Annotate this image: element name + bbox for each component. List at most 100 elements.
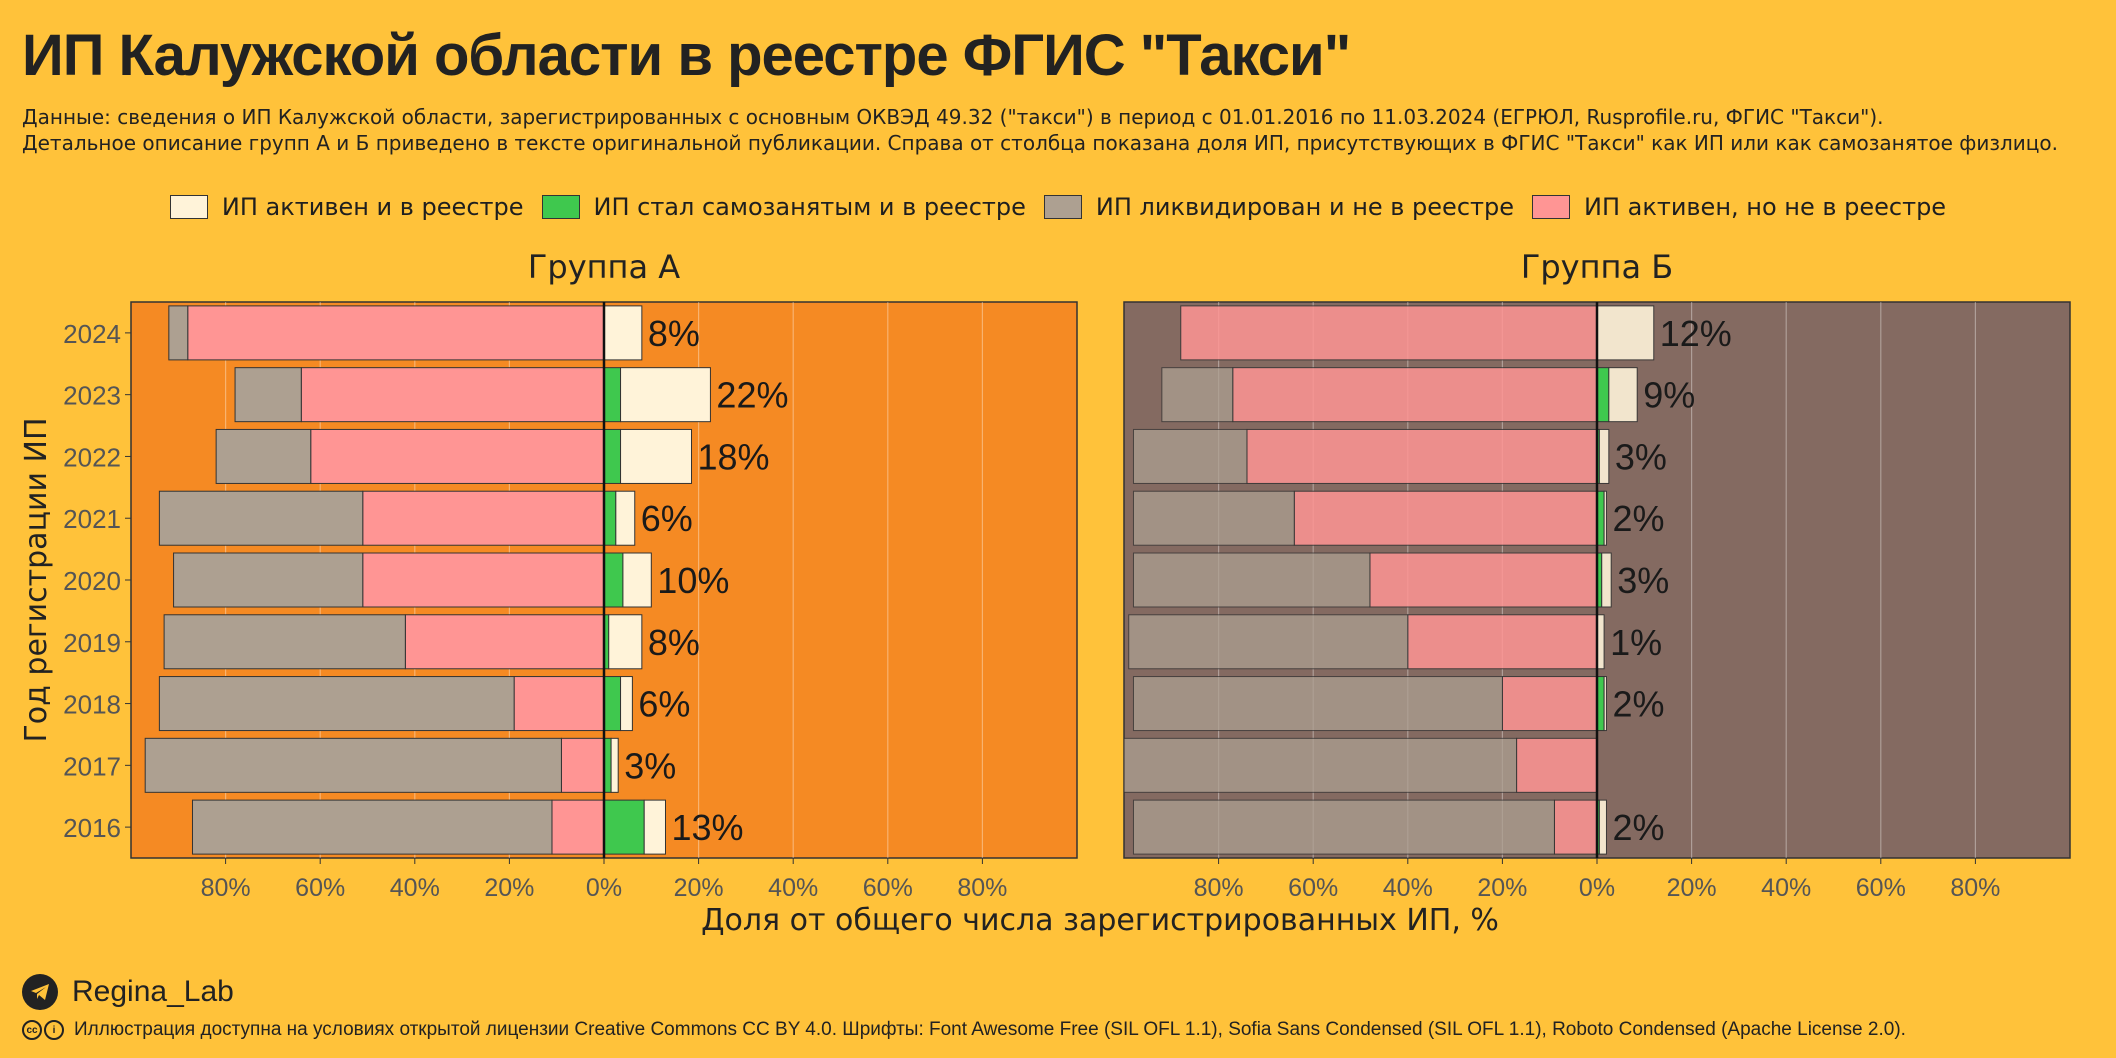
x-tick-label: 80% [201,874,251,902]
bar-active-not-in-registry [362,552,605,608]
y-tick-label: 2023 [63,381,121,411]
x-tick-label: 40% [768,874,818,902]
y-tick-label: 2016 [63,813,121,843]
bar-self-employed-in-registry [603,428,622,484]
y-tick-label: 2017 [63,751,121,781]
chart-title: ИП Калужской области в реестре ФГИС "Так… [22,23,1351,88]
data-label: 3% [1615,436,1667,477]
legend-item-liquidated-not-in-registry: ИП ликвидирован и не в реестре [1043,193,1514,221]
x-tick-label: 80% [957,874,1007,902]
panel-title: Группа А [528,248,680,286]
data-label: 8% [648,622,700,663]
x-tick-label: 20% [484,874,534,902]
bar-active-in-registry [608,614,643,670]
data-label: 10% [657,560,729,601]
bar-self-employed-in-registry [603,490,617,546]
data-label: 18% [698,436,770,477]
legend-item-self-employed-in-registry: ИП стал самозанятым и в реестре [541,193,1026,221]
legend-swatch [541,195,580,219]
bar-active-not-in-registry [1232,367,1598,423]
footer-brand: Regina_Lab [22,972,234,1012]
legend-swatch [169,195,208,219]
y-axis-label: Год регистрации ИП [19,417,54,742]
by-icon: i [44,1020,64,1040]
bar-self-employed-in-registry [1596,367,1610,423]
bar-liquidated-not-in-registry [168,305,189,361]
bar-active-not-in-registry [1246,428,1598,484]
x-tick-label: 60% [1856,874,1906,902]
data-label: 22% [716,375,788,416]
legend-swatch [1043,195,1082,219]
chart-svg: Группа А 8% 2024 22% 2023 18% 2022 6% 2021 10% 202… [19,248,2071,938]
bar-liquidated-not-in-registry [158,676,515,732]
data-label: 12% [1660,313,1732,354]
x-tick-label: 60% [1288,874,1338,902]
bar-self-employed-in-registry [603,799,645,855]
bar-liquidated-not-in-registry [1123,737,1518,793]
bar-active-not-in-registry [1407,614,1598,670]
bar-liquidated-not-in-registry [163,614,406,670]
data-label: 6% [638,684,690,725]
bar-active-not-in-registry [300,367,605,423]
data-label: 13% [671,807,743,848]
data-label: 3% [624,745,676,786]
bar-active-in-registry [620,428,693,484]
x-tick-label: 60% [863,874,913,902]
bar-active-not-in-registry [1180,305,1598,361]
bar-active-not-in-registry [1501,676,1598,732]
data-label: 9% [1643,375,1695,416]
telegram-icon [22,974,58,1010]
x-tick-label: 20% [674,874,724,902]
bar-active-in-registry [1603,490,1607,546]
bar-active-not-in-registry [1369,552,1598,608]
cc-icon: cc [22,1020,42,1040]
bar-liquidated-not-in-registry [215,428,312,484]
subtitle-line-2: Детальное описание групп А и Б приведено… [22,131,2059,155]
subtitle-line-1: Данные: сведения о ИП Калужской области,… [22,105,1884,129]
bar-liquidated-not-in-registry [191,799,553,855]
x-tick-label: 80% [1194,874,1244,902]
legend-label: ИП активен и в реестре [221,193,524,221]
bar-liquidated-not-in-registry [1128,614,1409,670]
bar-active-in-registry [1601,552,1612,608]
x-tick-label: 0% [1579,874,1615,902]
bar-liquidated-not-in-registry [234,367,302,423]
y-tick-label: 2020 [63,566,121,596]
y-tick-label: 2021 [63,504,121,534]
bar-liquidated-not-in-registry [144,737,562,793]
bar-active-not-in-registry [513,676,605,732]
cc-license-icons: cc i [22,1020,64,1040]
x-tick-label: 40% [1383,874,1433,902]
bar-active-in-registry [1603,676,1607,732]
x-tick-label: 60% [295,874,345,902]
bar-active-in-registry [620,676,633,732]
bar-active-not-in-registry [187,305,605,361]
x-tick-label: 80% [1950,874,2000,902]
bar-active-not-in-registry [362,490,605,546]
bar-active-not-in-registry [1553,799,1598,855]
legend-label: ИП ликвидирован и не в реестре [1095,193,1514,221]
bar-active-in-registry [603,305,643,361]
brand-name: Regina_Lab [72,975,234,1008]
y-tick-label: 2018 [63,690,121,720]
bar-liquidated-not-in-registry [173,552,364,608]
bar-active-not-in-registry [560,737,605,793]
legend-item-active-in-registry: ИП активен и в реестре [169,193,524,221]
y-tick-label: 2024 [63,319,121,349]
data-label: 1% [1610,622,1662,663]
panel-title: Группа Б [1521,248,1673,286]
legend-label: ИП стал самозанятым и в реестре [593,193,1026,221]
x-axis-label: Доля от общего числа зарегистрированных … [701,903,1499,938]
bar-liquidated-not-in-registry [1161,367,1234,423]
bar-active-in-registry [622,552,652,608]
data-label: 2% [1612,498,1664,539]
footer-note: cc i Иллюстрация доступна на условиях от… [22,1014,1906,1046]
data-label: 3% [1617,560,1669,601]
bar-active-in-registry [1608,367,1638,423]
bar-self-employed-in-registry [603,552,624,608]
bar-self-employed-in-registry [603,367,622,423]
chart-subtitle: Данные: сведения о ИП Калужской области,… [22,104,2058,156]
bar-active-in-registry [620,367,711,423]
bar-liquidated-not-in-registry [1132,676,1503,732]
bar-active-not-in-registry [1293,490,1598,546]
